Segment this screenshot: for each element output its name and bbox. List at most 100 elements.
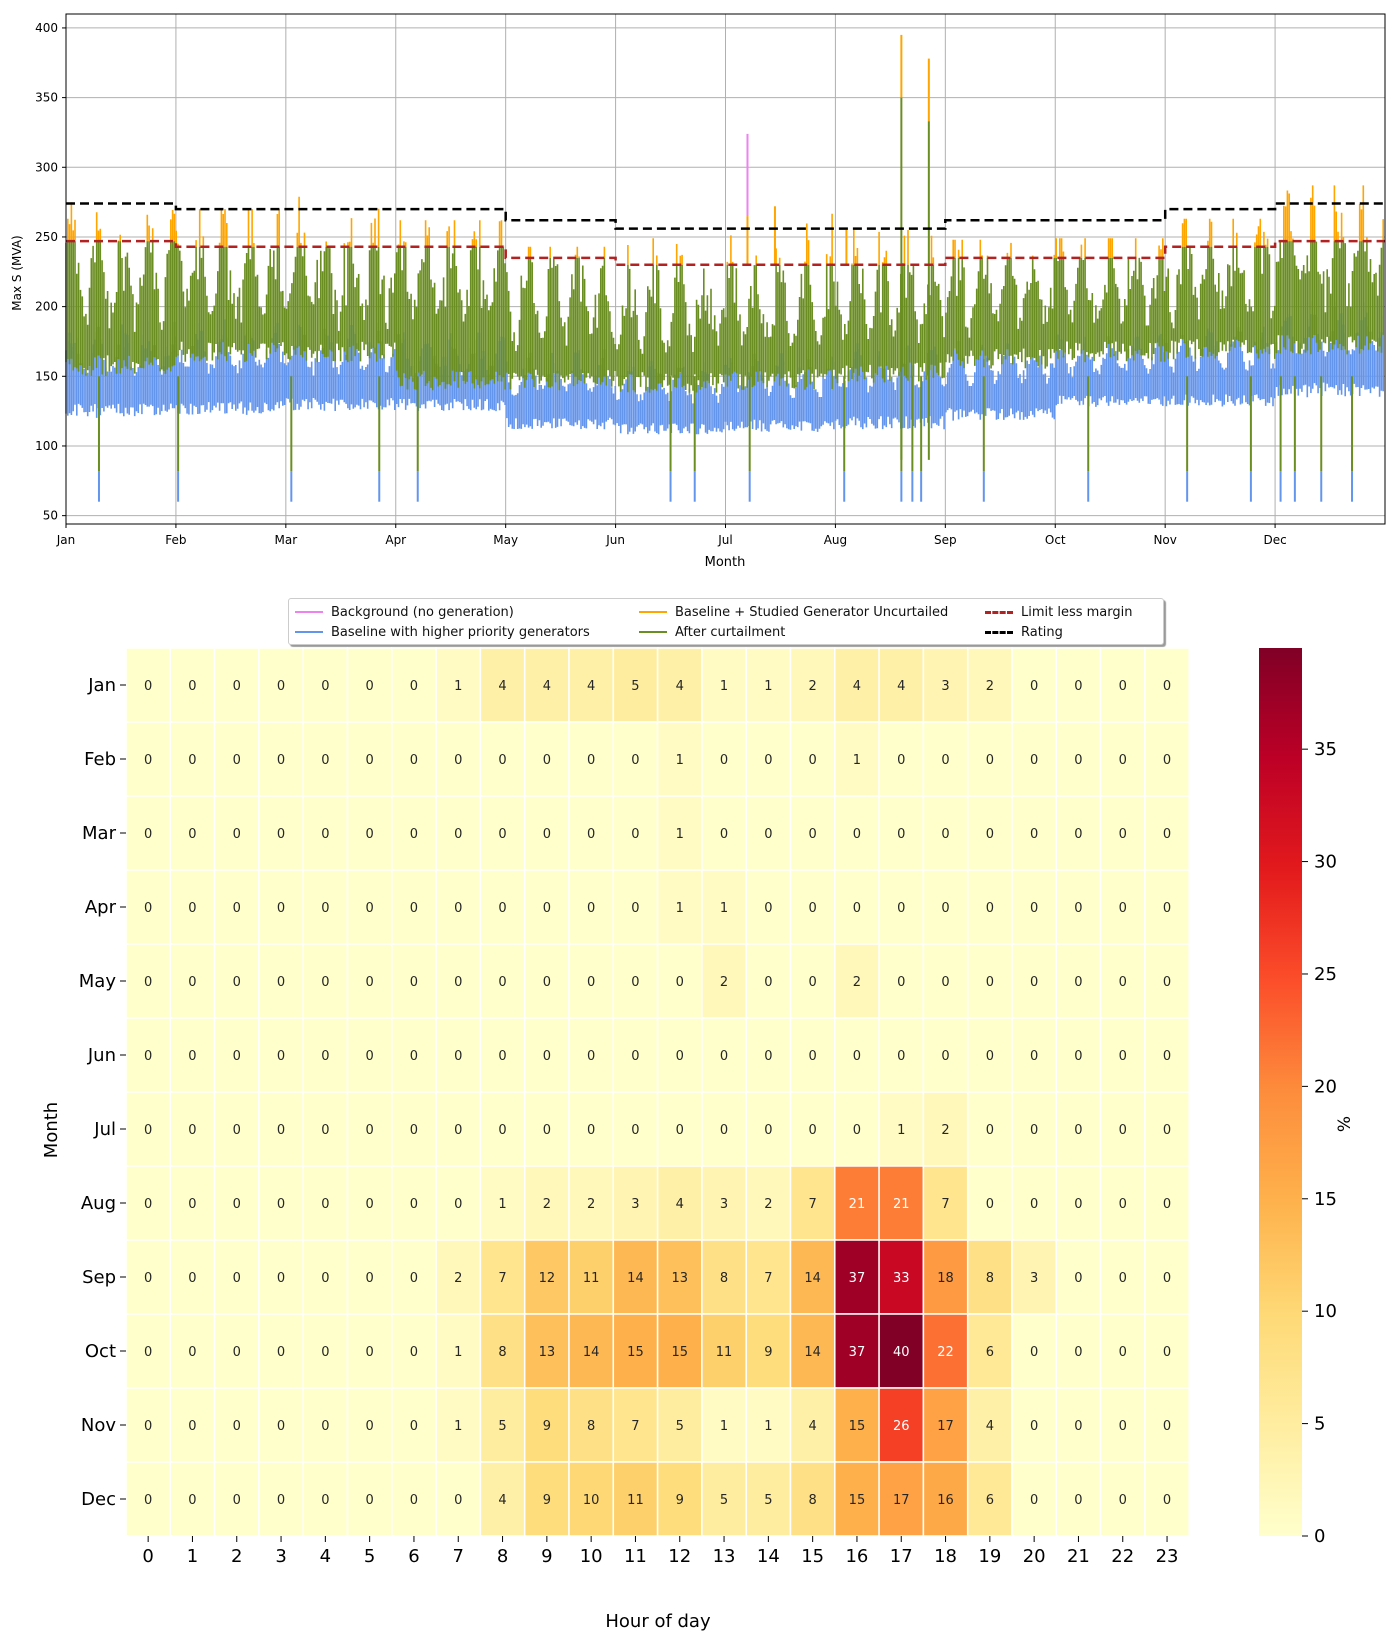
x-tick-label: Jun: [605, 533, 625, 547]
heatmap-cell-label: 0: [941, 1049, 949, 1064]
heatmap-cell-label: 0: [498, 901, 506, 916]
heatmap-cell: [789, 1239, 836, 1315]
heatmap-cell-label: 0: [897, 975, 905, 990]
heatmap-cell: [789, 1091, 836, 1167]
heatmap-cell: [213, 1091, 260, 1167]
heatmap-cell-label: 0: [1119, 679, 1127, 694]
heatmap-cell-label: 0: [1074, 827, 1082, 842]
heatmap-x-tick-label: 9: [541, 1546, 552, 1567]
heatmap-cell: [966, 795, 1013, 871]
heatmap-cell-label: 3: [1030, 1271, 1038, 1286]
heatmap-cell-label: 1: [454, 679, 462, 694]
heatmap-cell-label: 2: [454, 1271, 462, 1286]
heatmap-cell: [169, 1165, 216, 1241]
heatmap-cell-label: 10: [583, 1493, 600, 1508]
heatmap-cell-label: 0: [1163, 1123, 1171, 1138]
heatmap-cell-label: 0: [321, 679, 329, 694]
heatmap-cell-label: 0: [1119, 1271, 1127, 1286]
heatmap-cell: [125, 1091, 172, 1167]
heatmap-cell-label: 0: [277, 1197, 285, 1212]
heatmap-cell-label: 0: [277, 1345, 285, 1360]
heatmap-cell-label: 2: [941, 1123, 949, 1138]
legend-swatch-background: [295, 611, 323, 613]
heatmap-cell-label: 1: [454, 1345, 462, 1360]
x-tick-label: Oct: [1045, 533, 1066, 547]
heatmap-cell: [834, 1091, 880, 1167]
heatmap-cell-label: 0: [986, 1197, 994, 1212]
heatmap-cell: [966, 1313, 1013, 1389]
heatmap-cell-label: 0: [1119, 1123, 1127, 1138]
heatmap-cell-label: 0: [631, 901, 639, 916]
heatmap-cell-label: 0: [1030, 753, 1038, 768]
heatmap-cell-label: 0: [321, 1197, 329, 1212]
heatmap-cell: [391, 721, 437, 797]
colorbar-tick-label: 15: [1314, 1189, 1337, 1210]
heatmap-cell: [523, 1239, 570, 1315]
heatmap-cell: [922, 721, 969, 797]
heatmap-cell-label: 0: [144, 1049, 152, 1064]
heatmap-cell-label: 2: [543, 1197, 551, 1212]
heatmap-cell-label: 0: [277, 753, 285, 768]
heatmap-cell-label: 2: [986, 679, 994, 694]
heatmap-x-tick-label: 21: [1067, 1546, 1090, 1567]
heatmap-cell-label: 8: [809, 1493, 817, 1508]
heatmap-cell-label: 0: [233, 975, 241, 990]
heatmap-cell-label: 0: [188, 1419, 196, 1434]
heatmap-x-tick-label: 23: [1156, 1546, 1179, 1567]
heatmap-cell-label: 0: [188, 901, 196, 916]
heatmap-cell-label: 0: [498, 1049, 506, 1064]
heatmap-cell-label: 0: [277, 1049, 285, 1064]
heatmap-cell: [479, 1091, 526, 1167]
heatmap-cell-label: 0: [1163, 1049, 1171, 1064]
heatmap-cell-label: 8: [587, 1419, 595, 1434]
heatmap-cell-label: 0: [764, 1049, 772, 1064]
heatmap-cell-label: 0: [233, 679, 241, 694]
heatmap-cell-label: 0: [321, 827, 329, 842]
legend-swatch-uncurtailed: [639, 611, 667, 613]
heatmap-cell-label: 0: [587, 975, 595, 990]
heatmap-cell-label: 1: [897, 1123, 905, 1138]
heatmap-cell: [258, 647, 304, 723]
heatmap-cell-label: 0: [676, 1123, 684, 1138]
heatmap-cell-label: 0: [1074, 1049, 1082, 1064]
heatmap-cell: [701, 1091, 747, 1167]
heatmap-cell-label: 0: [498, 827, 506, 842]
heatmap-cell: [701, 1017, 747, 1093]
heatmap-cell-label: 0: [1074, 1345, 1082, 1360]
series-limit-less-margin: [66, 239, 1385, 267]
heatmap-cell: [568, 1017, 615, 1093]
heatmap-cell-label: 0: [1163, 679, 1171, 694]
heatmap-cell-label: 0: [410, 901, 418, 916]
heatmap-cell-label: 0: [543, 827, 551, 842]
heatmap-cell-label: 0: [764, 827, 772, 842]
heatmap-cell: [966, 1165, 1013, 1241]
heatmap-cell: [169, 647, 216, 723]
legend-item-baseline: Baseline with higher priority generators: [295, 623, 590, 641]
heatmap-cell-label: 4: [676, 679, 684, 694]
heatmap-cell-label: 0: [1119, 1049, 1127, 1064]
heatmap-cell-label: 40: [893, 1345, 910, 1360]
heatmap-x-tick-label: 15: [801, 1546, 824, 1567]
heatmap-cell-label: 7: [941, 1197, 949, 1212]
x-tick-label: Aug: [824, 533, 847, 547]
heatmap-cell-label: 0: [144, 1345, 152, 1360]
heatmap-x-axis: 0 1 2 3 4 5 6 7 8 9 10 11 12 13 14 15 16 17 18 19 20 21 22 23: [142, 1536, 1179, 1567]
heatmap-cell: [391, 1387, 437, 1463]
heatmap-cell: [789, 1017, 836, 1093]
legend-item-limit: Limit less margin: [985, 603, 1133, 621]
heatmap-cell-label: 0: [410, 679, 418, 694]
heatmap-cell: [1099, 943, 1146, 1019]
heatmap-cell: [878, 1017, 925, 1093]
heatmap-cell-label: 0: [144, 1197, 152, 1212]
heatmap-cell-label: 14: [627, 1271, 644, 1286]
heatmap-cell-label: 0: [188, 975, 196, 990]
heatmap-cell: [125, 1461, 172, 1537]
heatmap-y-axis-label: Month: [41, 1102, 62, 1158]
heatmap-cell-label: 0: [1163, 1197, 1171, 1212]
x-tick-label: Feb: [165, 533, 186, 547]
heatmap-cell-label: 0: [366, 753, 374, 768]
heatmap-cell: [1011, 1091, 1058, 1167]
heatmap-cell-label: 0: [809, 1123, 817, 1138]
heatmap-y-tick-label: May: [79, 971, 117, 992]
heatmap-x-tick-label: 3: [275, 1546, 286, 1567]
